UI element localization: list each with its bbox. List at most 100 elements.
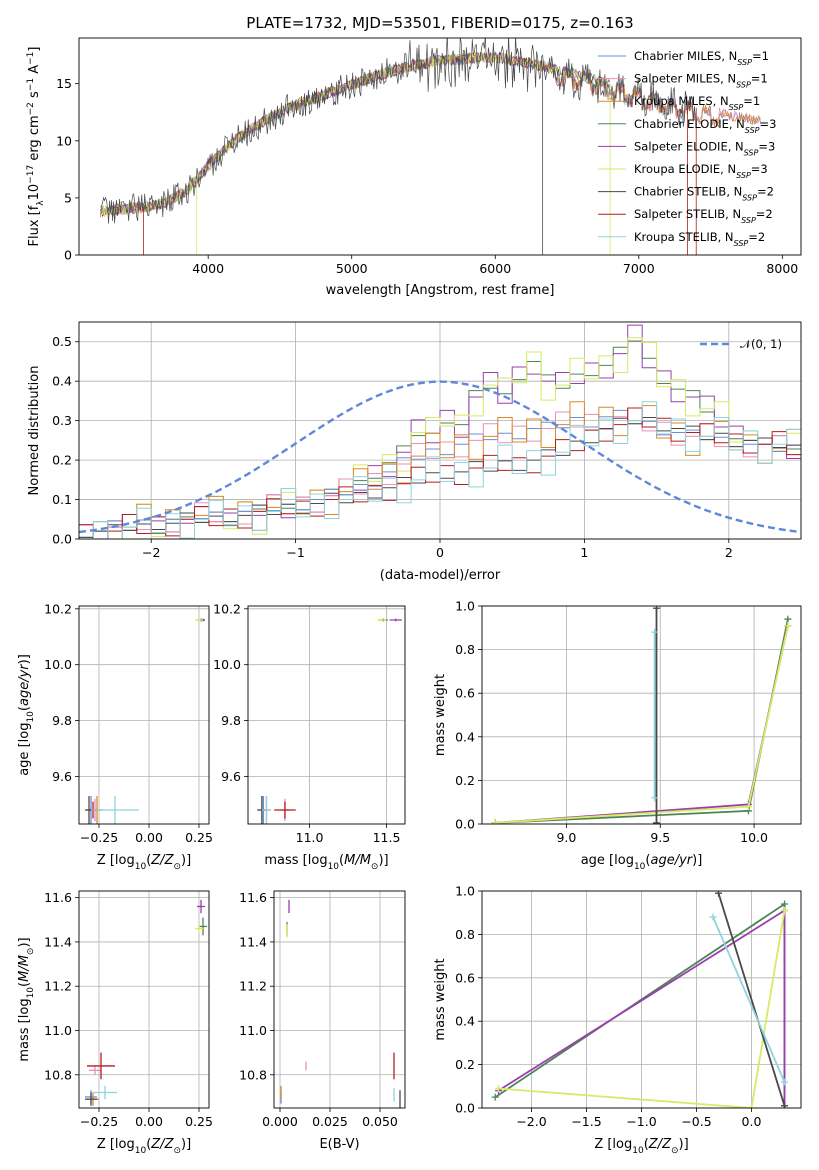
legend-label-part: Kroupa ELODIE, N [634, 162, 736, 176]
label-part: age [log [17, 723, 32, 776]
x-tick-label: 0.00 [135, 1114, 163, 1129]
y-axis-label: Normed distribution [27, 366, 42, 496]
y-tick-label: 0.4 [455, 1014, 475, 1029]
histogram-step [79, 401, 801, 539]
label-part: ⊙ [671, 1146, 679, 1156]
label-part: Z [log [594, 1137, 632, 1152]
label-part: Z [log [97, 1137, 135, 1152]
y-tick-label: 10.2 [213, 601, 241, 616]
y-tick-label: 9.6 [221, 769, 241, 784]
x-tick-label: 0.25 [185, 830, 213, 845]
y-axis-label: mass weight [433, 958, 448, 1040]
legend-label-part: SSP [736, 171, 751, 180]
axes-frame [481, 890, 802, 1109]
label-part: 10 [328, 862, 340, 872]
y-tick-label: 10.2 [44, 601, 72, 616]
label-part: ( [17, 706, 32, 711]
label-part: mass [log [264, 853, 327, 868]
label-part: λ [36, 200, 46, 206]
spectrum-line [100, 51, 611, 215]
label-part: ⊙ [173, 1146, 181, 1156]
y-tick-label: 11.0 [239, 1023, 267, 1038]
weight-marker [653, 819, 661, 824]
y-tick-label: 0.4 [455, 729, 475, 744]
label-part: 10 [27, 184, 42, 201]
label-part: M/M [17, 955, 32, 982]
legend-label-part: Salpeter MILES, N [634, 72, 736, 86]
weight-line [495, 625, 789, 824]
x-tick-label: 7000 [623, 261, 655, 276]
x-tick-label: −1 [286, 545, 304, 560]
axes-age_vs_mass: 11.0 11.5 9.6 9.8 10.0 10.2 [213, 601, 405, 845]
weight-line [495, 625, 789, 824]
weight-marker [781, 1102, 788, 1108]
y-tick-label: 10.0 [213, 657, 241, 672]
label-part: M/M [344, 853, 371, 868]
x-axis-label: wavelength [Angstrom, rest frame] [326, 283, 555, 298]
legend-label: Salpeter STELIB, NSSP=2 [634, 207, 773, 225]
data-point [274, 801, 296, 819]
legend-label-part: Chabrier STELIB, N [634, 185, 742, 199]
label-part: )] [17, 937, 32, 947]
weight-line [712, 916, 786, 1083]
x-tick-label: 0.00 [135, 830, 163, 845]
label-part: ( [146, 1137, 151, 1152]
legend-label: 𝒩(0, 1) [740, 337, 782, 351]
errorbars-mass_vs_Z [85, 899, 207, 1106]
legend-label-part: =2 [756, 207, 773, 221]
x-tick-label: −2 [142, 545, 160, 560]
weight-marker [781, 1078, 788, 1086]
y-tick-label: 10.8 [44, 1067, 72, 1082]
y-tick-label: 0.1 [52, 492, 72, 507]
legend-label-part: =3 [760, 117, 777, 131]
errorbars-age_vs_mass [257, 618, 402, 824]
y-tick-label: 11.4 [44, 934, 72, 949]
y-axis-label: mass [log10(M/M⊙)] [17, 937, 36, 1061]
weight-marker [495, 1084, 502, 1092]
weight-marker [491, 1093, 499, 1101]
data-point [389, 618, 402, 622]
weight-line [498, 910, 786, 1108]
label-part: ⊙ [173, 862, 181, 872]
legend-label: Kroupa ELODIE, NSSP=3 [634, 162, 768, 180]
y-tick-label: 0.3 [52, 413, 72, 428]
x-tick-label: 5000 [336, 261, 368, 276]
legend-label-part: SSP [737, 58, 752, 67]
label-part: 10 [135, 1146, 147, 1156]
data-point [87, 1052, 115, 1080]
label-part: )] [181, 853, 191, 868]
x-tick-label: 9.0 [556, 830, 576, 845]
x-axis-label: Z [log10(Z/Z⊙)] [97, 1137, 191, 1156]
legend-label-part: SSP [744, 148, 759, 157]
y-tick-label: 0.6 [455, 686, 475, 701]
histogram-group [79, 324, 801, 539]
axes-weight_vs_Z: −2.0 −1.5 −1.0 −0.5 0.0 0.0 0.2 0.4 0.6 0.8 1.0 [455, 884, 801, 1129]
axes-frame [78, 605, 210, 825]
label-part: Z/Z [648, 1137, 672, 1152]
spectrum-line [100, 38, 696, 224]
axes-frame [273, 890, 406, 1109]
spectrum-lines [100, 38, 762, 255]
weight-marker [709, 913, 717, 921]
y-tick-label: 9.8 [52, 713, 72, 728]
y-tick-label: 0.8 [455, 927, 475, 942]
x-tick-label: 4000 [192, 261, 224, 276]
weight-marker [748, 1104, 755, 1108]
gaussian-curve [79, 380, 801, 534]
axes-residuals: −2 −1 0 1 2 0.0 0.1 0.2 0.3 0.4 0.5 [52, 322, 801, 560]
legend-label-part: SSP [736, 80, 751, 89]
y-tick-label: 10 [56, 133, 72, 148]
label-part: Z [log [97, 853, 135, 868]
x-tick-label: −2.0 [516, 1114, 546, 1129]
axes-mass_vs_Z: −0.25 0.00 0.25 10.8 11.0 11.2 11.4 11.6 [44, 890, 213, 1129]
x-tick-label: −0.5 [681, 1114, 711, 1129]
y-tick-label: 11.4 [239, 934, 267, 949]
label-part: ( [146, 853, 151, 868]
label-part: ( [645, 853, 650, 868]
x-axis-label: age [log10(age/yr)] [581, 853, 703, 872]
legend-label: Salpeter MILES, NSSP=1 [634, 72, 768, 90]
y-tick-label: 15 [56, 76, 72, 91]
x-tick-label: 11.5 [373, 830, 401, 845]
label-part: mass [log [17, 998, 32, 1061]
